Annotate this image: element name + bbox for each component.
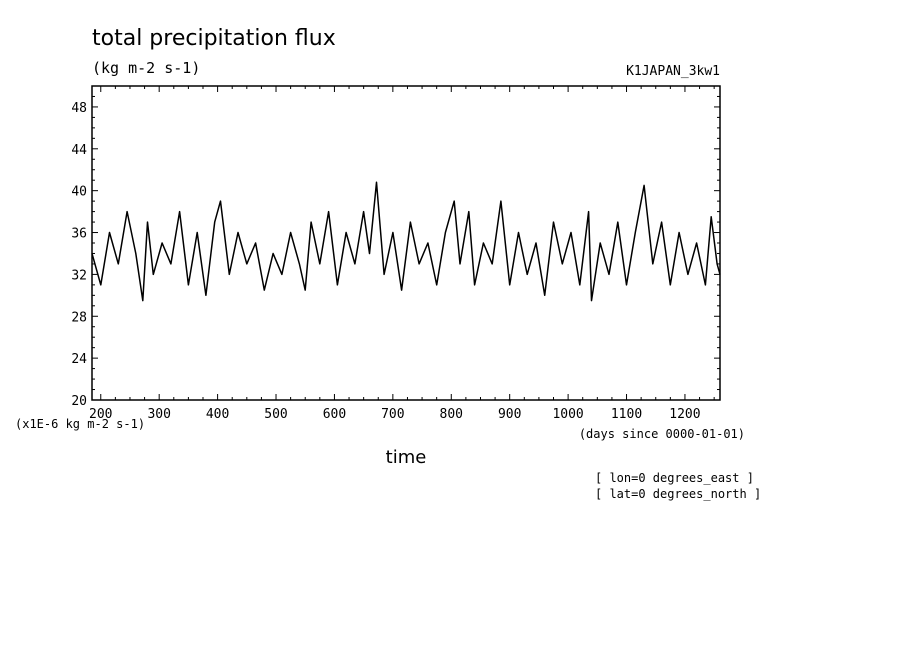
- x-tick-label: 800: [440, 407, 463, 422]
- y-tick-label: 44: [71, 143, 87, 158]
- x-tick-label: 200: [89, 407, 112, 422]
- lon-annotation: [ lon=0 degrees_east ]: [595, 471, 754, 485]
- chart-title: total precipitation flux: [92, 26, 336, 51]
- chart-units: (kg m-2 s-1): [92, 59, 200, 77]
- y-tick-label: 48: [71, 101, 87, 116]
- x-tick-label: 600: [323, 407, 346, 422]
- x-tick-label: 1200: [669, 407, 700, 422]
- x-tick-label: 700: [381, 407, 404, 422]
- y-tick-label: 36: [71, 227, 87, 242]
- x-axis-ticks: 200 300 400 500 600 700 800 900 1000 1100 1200: [89, 86, 715, 422]
- y-tick-label: 28: [71, 310, 87, 325]
- x-tick-label: 300: [147, 407, 170, 422]
- y-tick-label: 24: [71, 352, 87, 367]
- x-units-label: (days since 0000-01-01): [579, 427, 745, 441]
- series-line: [91, 181, 721, 302]
- plot-frame: [91, 85, 721, 401]
- x-tick-label: 1100: [611, 407, 642, 422]
- x-tick-label: 900: [498, 407, 521, 422]
- y-scale-label: (x1E-6 kg m-2 s-1): [15, 417, 145, 431]
- x-tick-label: 400: [206, 407, 229, 422]
- lat-annotation: [ lat=0 degrees_north ]: [595, 487, 761, 501]
- y-tick-label: 40: [71, 185, 87, 200]
- y-tick-label: 20: [71, 394, 87, 409]
- run-id-label: K1JAPAN_3kw1: [626, 64, 720, 79]
- x-tick-label: 500: [264, 407, 287, 422]
- y-tick-label: 32: [71, 268, 87, 283]
- y-axis-ticks: 20 24 28 32 36 40 44 48: [71, 85, 720, 409]
- x-tick-label: 1000: [552, 407, 583, 422]
- x-axis-label: time: [386, 447, 427, 468]
